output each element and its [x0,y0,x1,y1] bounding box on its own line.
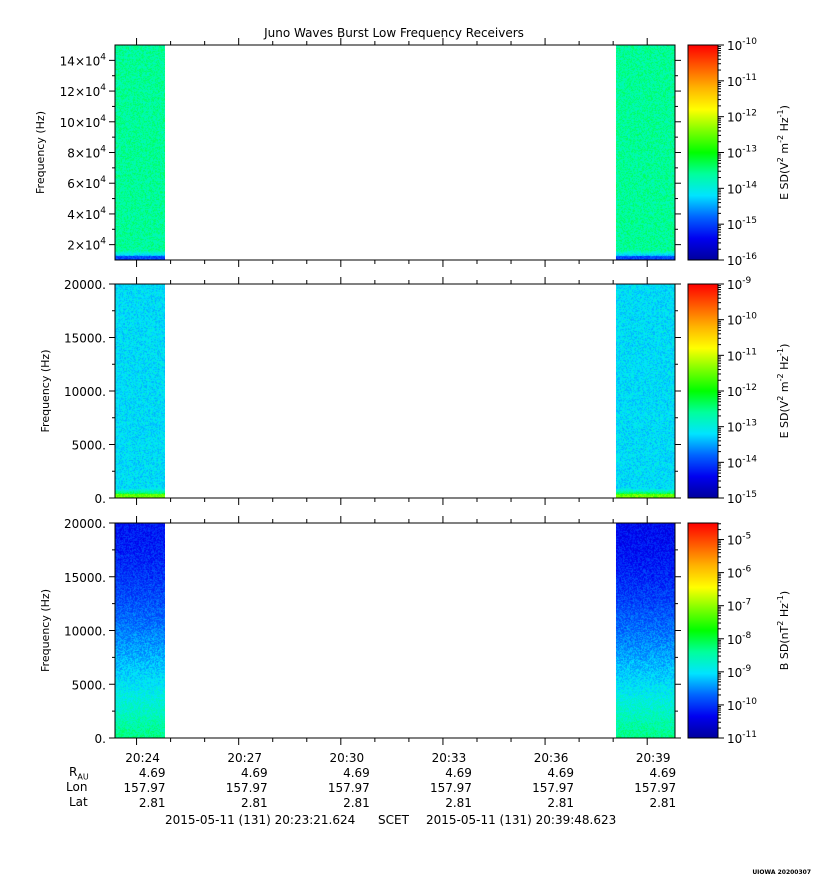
spectrogram-block-bottom-1 [115,523,165,738]
ephemeris-lat-label: Lat [69,795,88,809]
y-tick-label-bottom: 5000. [72,678,106,692]
x-tick-label: 20:39 [636,751,671,765]
y-tick-label-bottom: 20000. [64,517,106,531]
panel-bottom: 0. 5000. 10000. 15000. 20000. Frequency (Hz) 1… [39,516,791,746]
y-tick-label-middle: 10000. [64,385,106,399]
ephemeris-r-unit: AU [77,772,89,782]
ephemeris-value-lon: 157.97 [226,781,268,795]
colorbar-tick-label-middle: 10-12 [727,383,757,399]
y-tick-label-middle: 5000. [72,439,106,453]
spectrogram-block-middle-2 [615,284,675,498]
spectrogram-block-middle-1 [115,284,165,498]
y-tick-label-middle: 20000. [64,278,106,292]
spectrogram-block-top-1 [115,45,165,260]
colorbar-tick-label-bottom: 10-8 [727,631,752,647]
ephemeris-value-lat: 2.81 [241,796,268,810]
colorbar-tick-label-bottom: 10-7 [727,598,751,614]
ephemeris-value-r: 4.69 [343,766,370,780]
colorbar-label-middle: E SD(V2 m-2 Hz-1) [776,344,791,439]
ephemeris-value-lon: 157.97 [328,781,370,795]
ephemeris-r-text: R [69,765,78,779]
ephemeris-value-r: 4.69 [547,766,574,780]
panel-middle: 0. 5000. 10000. 15000. 20000. Frequency (Hz) 1… [39,276,791,506]
x-tick-label: 20:27 [227,751,262,765]
y-tick-label-top: 8×104 [67,145,106,161]
colorbar-tick-label-middle: 10-10 [727,312,757,328]
ephemeris-value-r: 4.69 [649,766,676,780]
y-tick-label-top: 2×104 [67,237,106,253]
y-tick-label-middle: 15000. [64,332,106,346]
time-range-scet: SCET [378,813,409,827]
y-axis-label-middle: Frequency (Hz) [39,350,52,433]
colorbar-tick-label-bottom: 10-5 [727,532,751,548]
colorbar-tick-label-middle: 10-11 [727,347,757,363]
spectrogram-block-bottom-2 [615,523,675,738]
ephemeris-value-lat: 2.81 [649,796,676,810]
ephemeris-value-lon: 157.97 [124,781,166,795]
chart-title: Juno Waves Burst Low Frequency Receivers [263,26,524,40]
colorbar-tick-label-bottom: 10-9 [727,664,752,680]
ephemeris-value-r: 4.69 [139,766,166,780]
colorbar-tick-label-bottom: 10-11 [727,730,757,746]
spectrogram-block-top-2 [615,45,675,260]
ephemeris-value-lon: 157.97 [634,781,676,795]
x-tick-label: 20:30 [330,751,365,765]
colorbar-tick-label-top: 10-13 [727,145,757,161]
colorbar-tick-label-middle: 10-9 [727,276,752,292]
footer-stamp: UIOWA 20200307 [752,869,811,876]
y-tick-label-top: 12×104 [60,83,107,99]
ephemeris-lon-label: Lon [66,780,88,794]
colorbar-tick-label-bottom: 10-6 [727,565,752,581]
ephemeris-r-label: RAU [69,765,89,781]
colorbar-tick-label-top: 10-12 [727,109,757,125]
y-tick-label-top: 4×104 [67,206,106,222]
colorbar-tick-label-bottom: 10-10 [727,697,757,713]
y-tick-label-bottom: 10000. [64,625,106,639]
y-tick-label-top: 14×104 [60,52,107,68]
plot-frame-middle [114,283,676,499]
y-tick-label-bottom: 0. [95,732,106,746]
ephemeris-value-lat: 2.81 [343,796,370,810]
colorbar-tick-label-middle: 10-13 [727,419,757,435]
plot-frame-top [114,44,676,261]
x-tick-label: 20:36 [534,751,569,765]
panel-top: 2×104 4×104 6×104 8×104 10×104 12×104 14×104 Fr… [34,37,791,268]
colorbar-tick-label-top: 10-14 [727,180,757,196]
colorbar-label-top: E SD(V2 m-2 Hz-1) [776,105,791,200]
colorbar-top [687,44,719,261]
x-tick-label: 20:33 [432,751,467,765]
y-tick-label-top: 6×104 [67,175,106,191]
ephemeris-value-r: 4.69 [241,766,268,780]
colorbar-tick-label-top: 10-16 [727,252,757,268]
ephemeris-value-r: 4.69 [445,766,472,780]
x-tick-label: 20:24 [125,751,160,765]
time-range-start: 2015-05-11 (131) 20:23:21.624 [165,813,356,827]
colorbar-tick-label-middle: 10-15 [727,490,757,506]
y-axis-label-top: Frequency (Hz) [34,111,47,194]
colorbar-tick-label-top: 10-10 [727,37,757,53]
ephemeris-value-lat: 2.81 [445,796,472,810]
ephemeris-value-lat: 2.81 [547,796,574,810]
y-tick-label-bottom: 15000. [64,571,106,585]
colorbar-middle [687,283,719,499]
colorbar-tick-label-middle: 10-14 [727,454,757,470]
ephemeris-value-lon: 157.97 [430,781,472,795]
plot-frame-bottom [114,522,676,739]
colorbar-tick-label-top: 10-15 [727,216,757,232]
ephemeris-value-lat: 2.81 [139,796,166,810]
colorbar-tick-label-top: 10-11 [727,73,757,89]
ephemeris-value-lon: 157.97 [532,781,574,795]
colorbar-bottom [687,522,719,739]
y-axis-label-bottom: Frequency (Hz) [39,589,52,672]
colorbar-label-bottom: B SD(nT2 Hz-1) [776,591,791,670]
y-tick-label-top: 10×104 [60,114,107,130]
time-range-end: 2015-05-11 (131) 20:39:48.623 [426,813,617,827]
y-tick-label-middle: 0. [95,492,106,506]
